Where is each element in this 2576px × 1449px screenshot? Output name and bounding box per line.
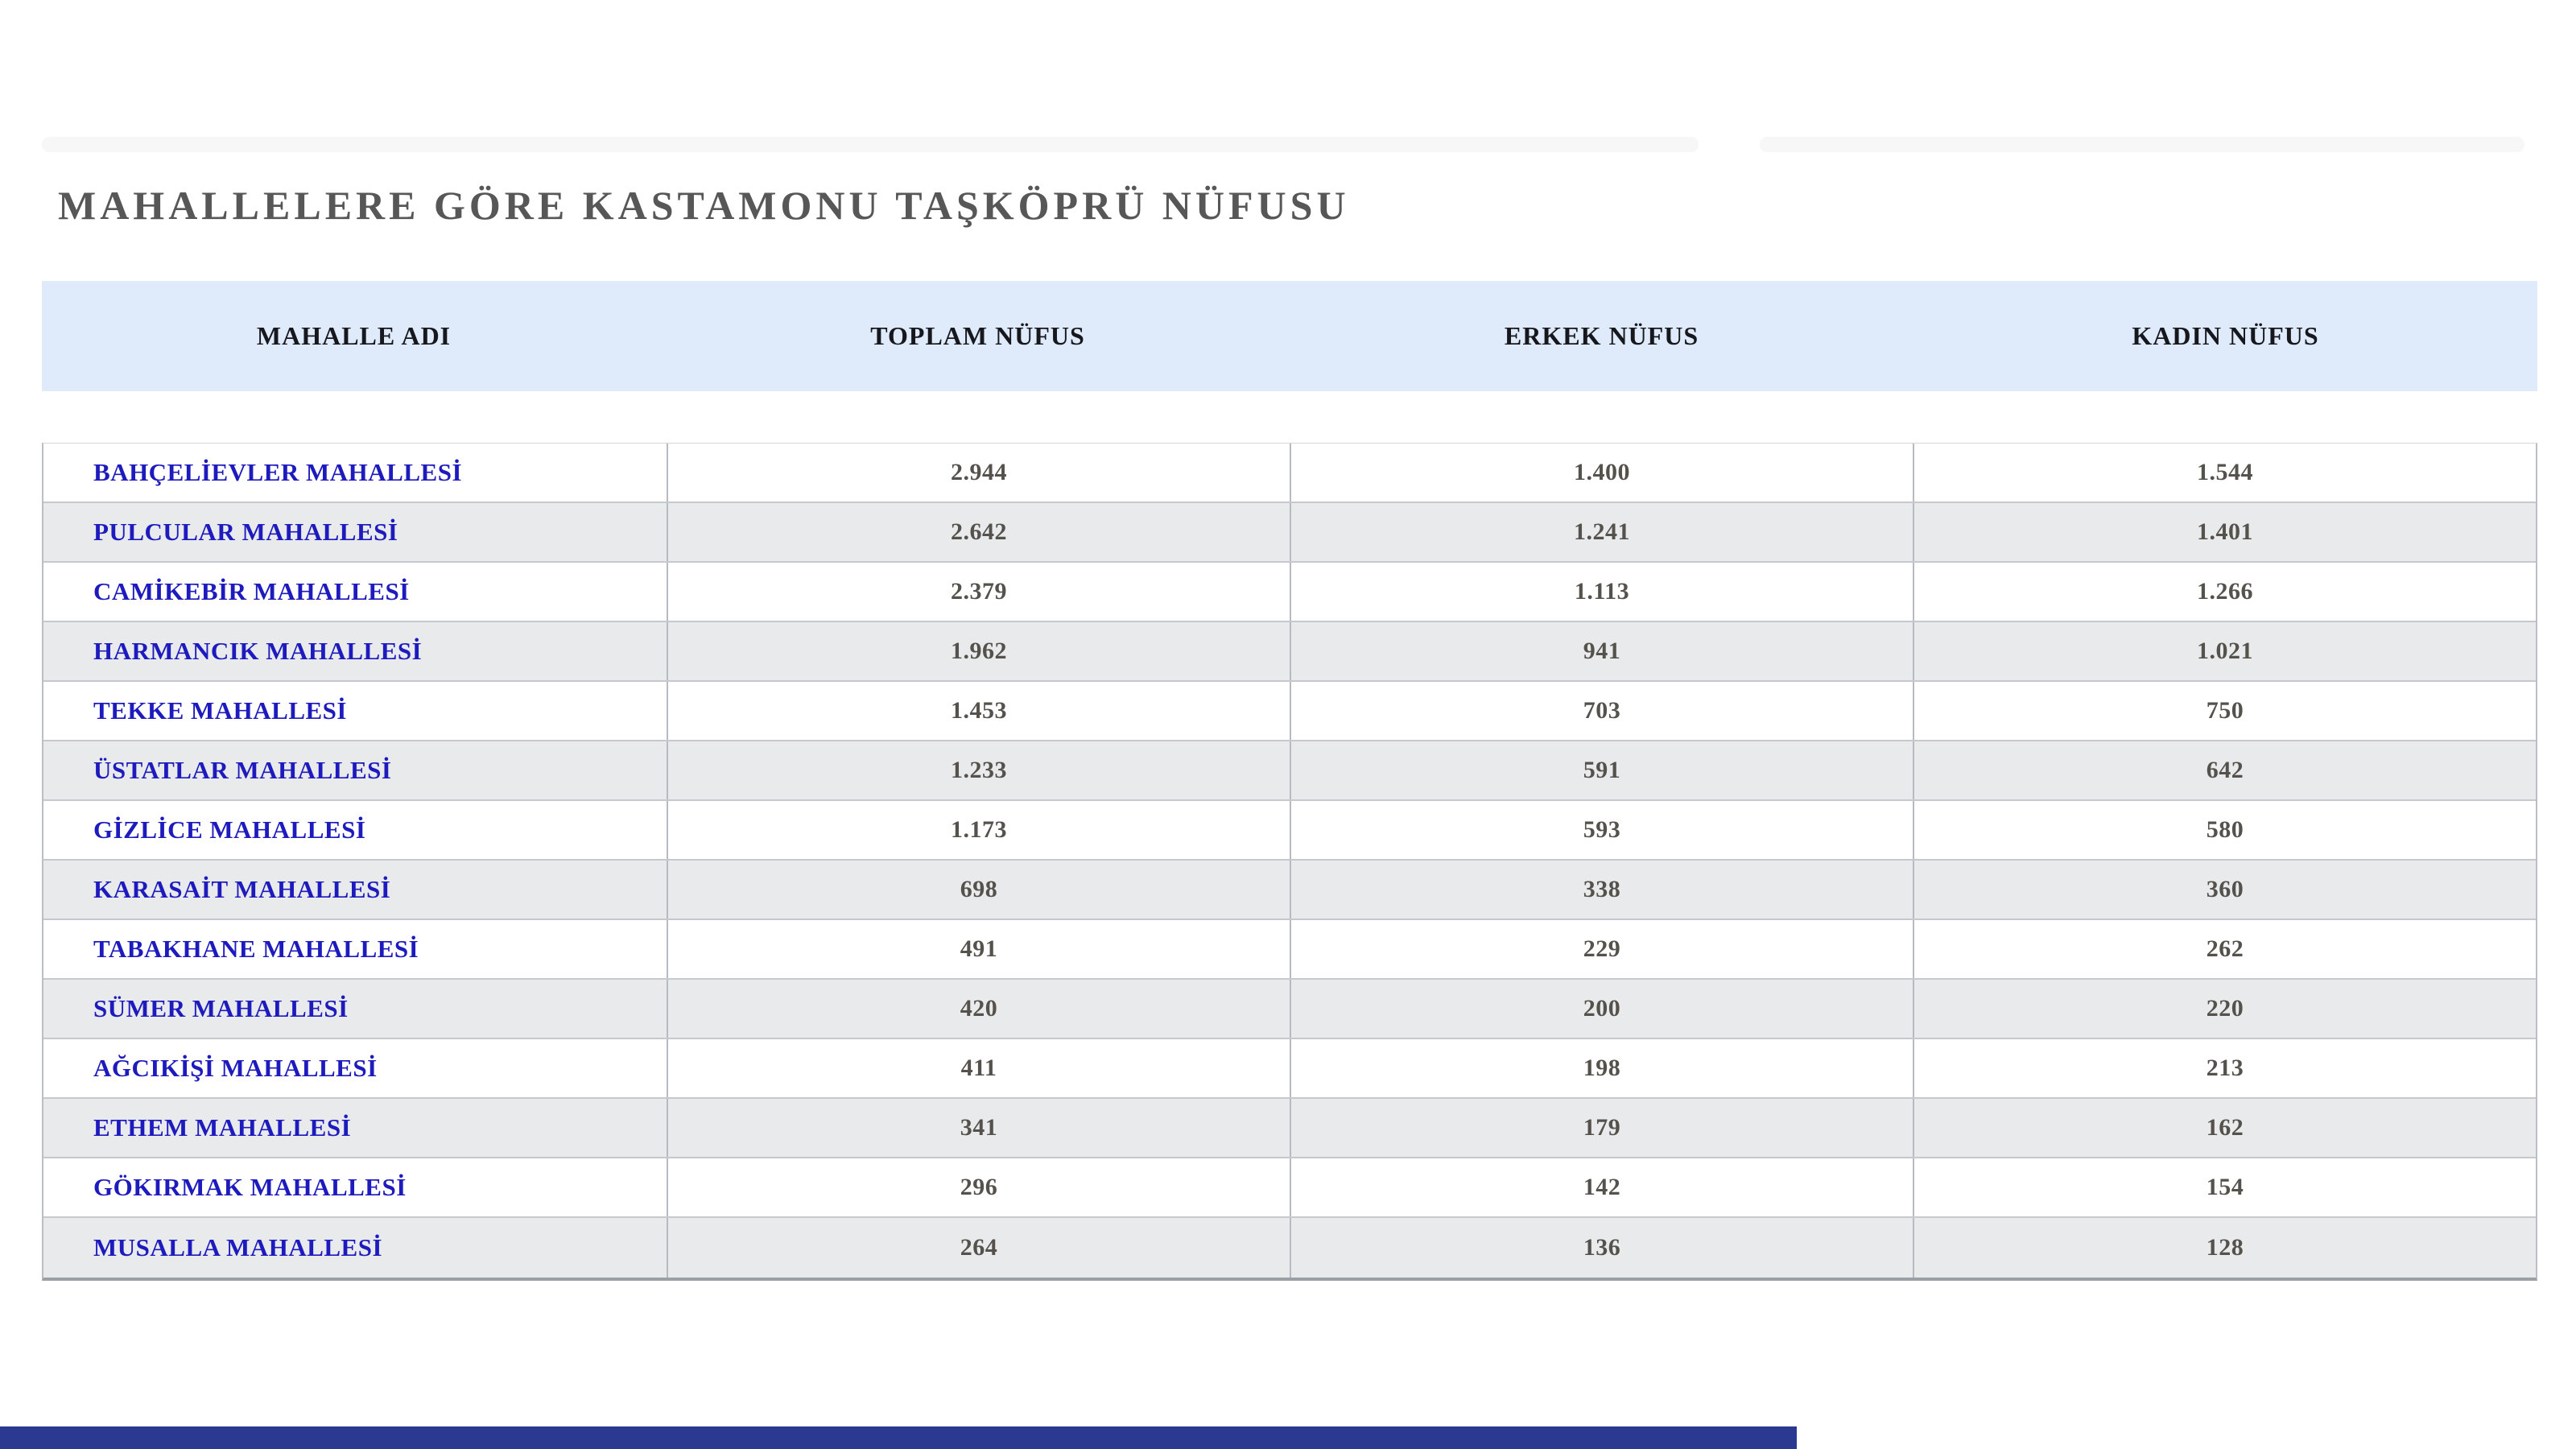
female-population-cell: 1.266 (1913, 563, 2536, 621)
male-population-cell: 200 (1290, 980, 1913, 1038)
male-population-cell: 179 (1290, 1099, 1913, 1157)
female-population-cell: 154 (1913, 1158, 2536, 1216)
table-row: TEKKE MAHALLESİ 1.453 703 750 (43, 682, 2536, 741)
total-population-cell: 698 (667, 861, 1290, 919)
female-population-cell: 213 (1913, 1039, 2536, 1097)
male-population-cell: 591 (1290, 741, 1913, 799)
neighborhood-link[interactable]: KARASAİT MAHALLESİ (93, 875, 391, 903)
table-row: SÜMER MAHALLESİ 420 200 220 (43, 980, 2536, 1039)
total-population-cell: 2.379 (667, 563, 1290, 621)
population-table: BAHÇELİEVLER MAHALLESİ 2.944 1.400 1.544… (42, 443, 2537, 1281)
table-row: PULCULAR MAHALLESİ 2.642 1.241 1.401 (43, 503, 2536, 563)
male-population-cell: 941 (1290, 622, 1913, 680)
male-population-cell: 198 (1290, 1039, 1913, 1097)
male-population-cell: 229 (1290, 920, 1913, 978)
female-population-cell: 360 (1913, 861, 2536, 919)
table-row: MUSALLA MAHALLESİ 264 136 128 (43, 1218, 2536, 1278)
column-header-erkek-nufus: ERKEK NÜFUS (1504, 321, 1699, 350)
column-header-toplam-nufus: TOPLAM NÜFUS (870, 321, 1085, 350)
total-population-cell: 2.944 (667, 444, 1290, 502)
male-population-cell: 593 (1290, 801, 1913, 859)
neighborhood-link[interactable]: BAHÇELİEVLER MAHALLESİ (93, 458, 463, 486)
male-population-cell: 1.400 (1290, 444, 1913, 502)
table-row: ETHEM MAHALLESİ 341 179 162 (43, 1099, 2536, 1158)
neighborhood-link[interactable]: ÜSTATLAR MAHALLESİ (93, 756, 392, 784)
total-population-cell: 491 (667, 920, 1290, 978)
male-population-cell: 1.241 (1290, 503, 1913, 561)
male-population-cell: 703 (1290, 682, 1913, 740)
total-population-cell: 2.642 (667, 503, 1290, 561)
page-title: MAHALLELERE GÖRE KASTAMONU TAŞKÖPRÜ NÜFU… (58, 183, 1350, 228)
table-row: HARMANCIK MAHALLESİ 1.962 941 1.021 (43, 622, 2536, 682)
total-population-cell: 411 (667, 1039, 1290, 1097)
female-population-cell: 1.544 (1913, 444, 2536, 502)
top-placeholder-strip-left (42, 137, 1699, 152)
table-row: AĞCIKİŞİ MAHALLESİ 411 198 213 (43, 1039, 2536, 1099)
female-population-cell: 642 (1913, 741, 2536, 799)
table-row: KARASAİT MAHALLESİ 698 338 360 (43, 861, 2536, 920)
total-population-cell: 1.962 (667, 622, 1290, 680)
male-population-cell: 136 (1290, 1218, 1913, 1278)
neighborhood-link[interactable]: AĞCIKİŞİ MAHALLESİ (93, 1054, 378, 1082)
total-population-cell: 296 (667, 1158, 1290, 1216)
column-header-kadin-nufus: KADIN NÜFUS (2132, 321, 2319, 350)
total-population-cell: 1.233 (667, 741, 1290, 799)
female-population-cell: 580 (1913, 801, 2536, 859)
neighborhood-link[interactable]: MUSALLA MAHALLESİ (93, 1233, 383, 1261)
female-population-cell: 162 (1913, 1099, 2536, 1157)
male-population-cell: 142 (1290, 1158, 1913, 1216)
top-placeholder-strip-right (1760, 137, 2524, 152)
total-population-cell: 1.453 (667, 682, 1290, 740)
neighborhood-link[interactable]: GÖKIRMAK MAHALLESİ (93, 1173, 407, 1201)
table-row: GİZLİCE MAHALLESİ 1.173 593 580 (43, 801, 2536, 861)
table-row: BAHÇELİEVLER MAHALLESİ 2.944 1.400 1.544 (43, 444, 2536, 503)
table-header-row: MAHALLE ADI TOPLAM NÜFUS ERKEK NÜFUS KAD… (42, 281, 2537, 391)
female-population-cell: 1.401 (1913, 503, 2536, 561)
neighborhood-link[interactable]: HARMANCIK MAHALLESİ (93, 637, 423, 665)
neighborhood-link[interactable]: CAMİKEBİR MAHALLESİ (93, 577, 410, 605)
female-population-cell: 750 (1913, 682, 2536, 740)
female-population-cell: 262 (1913, 920, 2536, 978)
neighborhood-link[interactable]: PULCULAR MAHALLESİ (93, 518, 398, 546)
female-population-cell: 1.021 (1913, 622, 2536, 680)
male-population-cell: 1.113 (1290, 563, 1913, 621)
column-header-mahalle-adi: MAHALLE ADI (256, 321, 452, 350)
table-row: CAMİKEBİR MAHALLESİ 2.379 1.113 1.266 (43, 563, 2536, 622)
total-population-cell: 1.173 (667, 801, 1290, 859)
neighborhood-link[interactable]: ETHEM MAHALLESİ (93, 1113, 352, 1141)
total-population-cell: 264 (667, 1218, 1290, 1278)
table-row: GÖKIRMAK MAHALLESİ 296 142 154 (43, 1158, 2536, 1218)
neighborhood-link[interactable]: TEKKE MAHALLESİ (93, 696, 347, 724)
total-population-cell: 420 (667, 980, 1290, 1038)
female-population-cell: 220 (1913, 980, 2536, 1038)
table-row: ÜSTATLAR MAHALLESİ 1.233 591 642 (43, 741, 2536, 801)
total-population-cell: 341 (667, 1099, 1290, 1157)
female-population-cell: 128 (1913, 1218, 2536, 1278)
neighborhood-link[interactable]: SÜMER MAHALLESİ (93, 994, 349, 1022)
neighborhood-link[interactable]: GİZLİCE MAHALLESİ (93, 815, 366, 844)
neighborhood-link[interactable]: TABAKHANE MAHALLESİ (93, 935, 419, 963)
table-row: TABAKHANE MAHALLESİ 491 229 262 (43, 920, 2536, 980)
chart-bar-partial (0, 1426, 1797, 1449)
male-population-cell: 338 (1290, 861, 1913, 919)
